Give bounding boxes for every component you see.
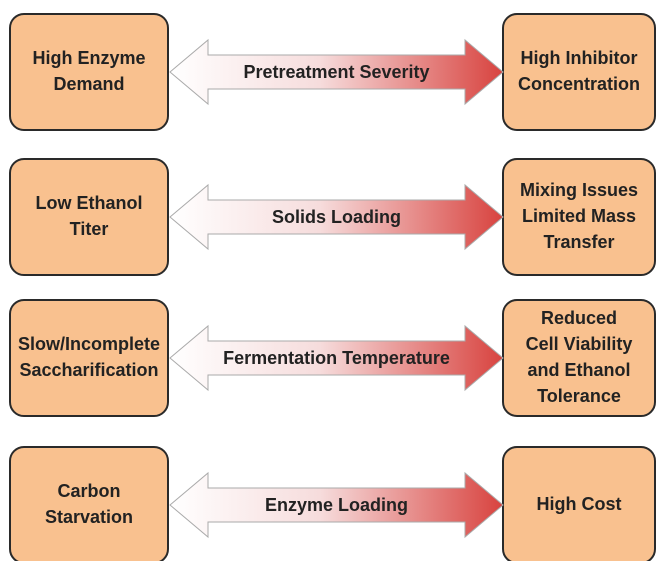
right-label: Concentration	[518, 74, 640, 94]
left-box	[9, 446, 169, 561]
right-label: High Inhibitor	[521, 48, 638, 68]
right-box	[502, 13, 656, 131]
right-label: Transfer	[543, 232, 614, 252]
double-arrow	[169, 324, 504, 392]
right-label: Cell Viability	[526, 334, 633, 354]
left-box	[9, 299, 169, 417]
arrow-label: Pretreatment Severity	[243, 62, 429, 82]
double-arrow	[169, 38, 504, 106]
arrow-label: Fermentation Temperature	[223, 348, 450, 368]
arrow-label: Enzyme Loading	[265, 495, 408, 515]
right-label: High Cost	[537, 494, 622, 514]
left-box	[9, 13, 169, 131]
right-label: Limited Mass	[522, 206, 636, 226]
left-label: Titer	[70, 219, 109, 239]
right-label: Mixing Issues	[520, 180, 638, 200]
left-label: Starvation	[45, 507, 133, 527]
left-label: Saccharification	[19, 360, 158, 380]
double-arrow	[169, 471, 504, 539]
right-label: Tolerance	[537, 386, 621, 406]
left-label: Slow/Incomplete	[18, 334, 160, 354]
left-label: Demand	[53, 74, 124, 94]
arrow-label: Solids Loading	[272, 207, 401, 227]
right-label: and Ethanol	[528, 360, 631, 380]
left-label: Carbon	[58, 481, 121, 501]
left-label: High Enzyme	[32, 48, 145, 68]
right-label: Reduced	[541, 308, 617, 328]
left-label: Low Ethanol	[36, 193, 143, 213]
double-arrow	[169, 183, 504, 251]
left-box	[9, 158, 169, 276]
